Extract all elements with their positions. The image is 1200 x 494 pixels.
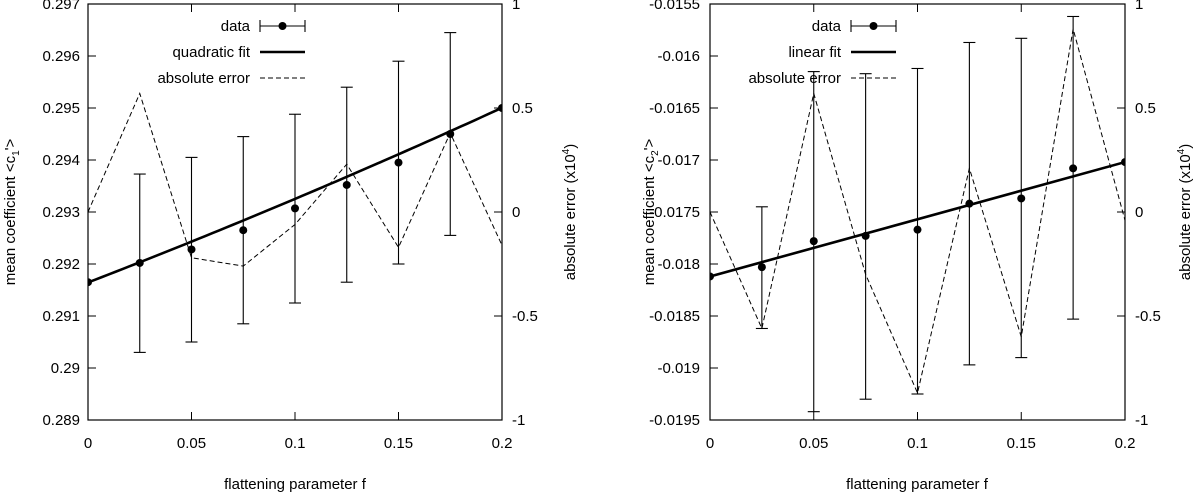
- data-point: [861, 231, 870, 240]
- y-tick-label: -0.0185: [649, 308, 700, 325]
- legend-label: data: [221, 18, 251, 35]
- y2-axis-label: absolute error (x104): [1176, 144, 1194, 280]
- legend-label: absolute error: [157, 70, 250, 87]
- data-point: [498, 104, 502, 112]
- x-tick-label: 0.2: [1115, 435, 1136, 452]
- legend-swatch-data: [850, 20, 897, 32]
- y2-tick-labels: -1 -0.5 0 0.5 1: [512, 0, 538, 429]
- x-tick-label: 0.05: [799, 435, 828, 452]
- data-point: [1069, 164, 1078, 173]
- data-point: [291, 204, 299, 213]
- legend-swatch-data: [259, 20, 306, 32]
- y-tick-label: -0.0175: [649, 204, 700, 221]
- y-tick-label: 0.289: [42, 412, 80, 429]
- x-tick-label: 0.1: [285, 435, 306, 452]
- legend-label: data: [812, 18, 842, 35]
- x-axis-label: flattening parameter f: [224, 476, 367, 493]
- x-axis-label: flattening parameter f: [846, 476, 989, 493]
- data-point: [1121, 158, 1125, 167]
- data-point: [187, 245, 196, 254]
- tick-marks: [709, 3, 1126, 421]
- y-tick-label: -0.017: [657, 152, 700, 169]
- x-tick-label: 0.2: [492, 435, 513, 452]
- absolute-error-series: [710, 28, 1125, 395]
- data-point: [757, 263, 766, 272]
- y-axis-label: mean coefficient <c1'>: [2, 138, 22, 285]
- data-point: [809, 237, 818, 246]
- right-chart: -0.0195 -0.019 -0.0185 -0.018 -0.0175 -0.017 -…: [641, 0, 1194, 493]
- legend: data linear fit absolute error: [748, 18, 897, 87]
- y2-tick-label: 0: [1135, 204, 1143, 221]
- data-point: [239, 226, 248, 235]
- y2-tick-label: 0: [512, 204, 520, 221]
- y2-tick-label: 1: [512, 0, 520, 13]
- plot-area: [88, 32, 502, 353]
- data-point: [88, 278, 92, 287]
- y-tick-label: -0.019: [657, 360, 700, 377]
- y-tick-labels: 0.289 0.29 0.291 0.292 0.293 0.294 0.295 0.296 0…: [42, 0, 80, 429]
- data-point: [913, 225, 922, 234]
- y-tick-label: 0.291: [42, 308, 80, 325]
- data-point: [710, 272, 714, 281]
- y-tick-label: -0.0165: [649, 100, 700, 117]
- x-tick-label: 0.15: [1007, 435, 1036, 452]
- y-tick-label: 0.296: [42, 48, 80, 65]
- y2-axis-label: absolute error (x104): [561, 144, 579, 280]
- legend-label: absolute error: [748, 70, 841, 87]
- y-tick-label: 0.292: [42, 256, 80, 273]
- data-point: [446, 130, 455, 138]
- x-tick-label: 0: [706, 435, 714, 452]
- data-point: [965, 199, 974, 208]
- y-tick-label: 0.295: [42, 100, 80, 117]
- y-tick-label: 0.294: [42, 152, 80, 169]
- y-tick-label: -0.016: [657, 48, 700, 65]
- y2-tick-label: 1: [1135, 0, 1143, 13]
- legend-label: quadratic fit: [172, 44, 250, 61]
- y-tick-label: -0.0155: [649, 0, 700, 13]
- y-tick-label: 0.29: [51, 360, 80, 377]
- y-tick-labels: -0.0195 -0.019 -0.0185 -0.018 -0.0175 -0.017 -…: [649, 0, 700, 429]
- y-tick-label: 0.293: [42, 204, 80, 221]
- y2-tick-labels: -1 -0.5 0 0.5 1: [1135, 0, 1161, 429]
- x-tick-label: 0.15: [384, 435, 413, 452]
- plot-area: [710, 15, 1125, 413]
- x-tick-label: 0.1: [907, 435, 928, 452]
- y2-tick-label: 0.5: [1135, 100, 1156, 117]
- x-tick-label: 0.05: [177, 435, 206, 452]
- y2-tick-label: -1: [1135, 412, 1148, 429]
- legend-label: linear fit: [788, 44, 841, 61]
- x-tick-labels: 0 0.05 0.1 0.15 0.2: [84, 435, 513, 452]
- y2-tick-label: 0.5: [512, 100, 533, 117]
- left-chart: 0.289 0.29 0.291 0.292 0.293 0.294 0.295 0.296 0…: [2, 0, 579, 493]
- y-tick-label: 0.297: [42, 0, 80, 13]
- y-tick-label: -0.0195: [649, 412, 700, 429]
- legend: data quadratic fit absolute error: [157, 18, 306, 87]
- y-axis-label: mean coefficient <c2'>: [641, 138, 661, 285]
- data-point: [394, 158, 403, 167]
- x-tick-labels: 0 0.05 0.1 0.15 0.2: [706, 435, 1136, 452]
- x-tick-label: 0: [84, 435, 92, 452]
- data-point: [342, 180, 351, 189]
- data-point: [1017, 194, 1026, 203]
- data-point: [135, 258, 144, 267]
- y2-tick-label: -0.5: [1135, 308, 1161, 325]
- y2-tick-label: -1: [512, 412, 525, 429]
- y2-tick-label: -0.5: [512, 308, 538, 325]
- y-tick-label: -0.018: [657, 256, 700, 273]
